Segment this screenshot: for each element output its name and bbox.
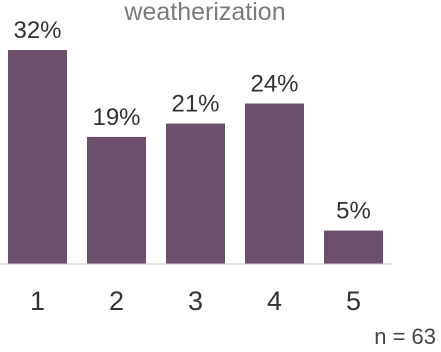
bar-2 — [87, 136, 146, 264]
data-label-5: 5% — [336, 198, 371, 225]
bar-3 — [166, 123, 225, 264]
bar-1 — [8, 50, 67, 264]
data-label-2: 19% — [92, 104, 140, 131]
x-tick-label-5: 5 — [346, 286, 361, 316]
bars-group — [8, 50, 383, 264]
data-label-1: 32% — [13, 17, 61, 44]
x-tick-label-3: 3 — [188, 286, 203, 316]
data-label-4: 24% — [250, 71, 298, 98]
x-tick-label-2: 2 — [109, 286, 124, 316]
x-tick-labels-group: 1 2 3 4 5 — [30, 286, 361, 316]
data-label-3: 21% — [171, 91, 219, 118]
x-tick-label-1: 1 — [30, 286, 45, 316]
chart-title: weatherization — [123, 0, 285, 26]
bar-5 — [324, 230, 383, 264]
sample-size-note: n = 63 — [374, 324, 436, 349]
x-tick-label-4: 4 — [267, 286, 282, 316]
bar-4 — [245, 103, 304, 264]
data-labels-group: 32% 19% 21% 24% 5% — [13, 17, 370, 225]
